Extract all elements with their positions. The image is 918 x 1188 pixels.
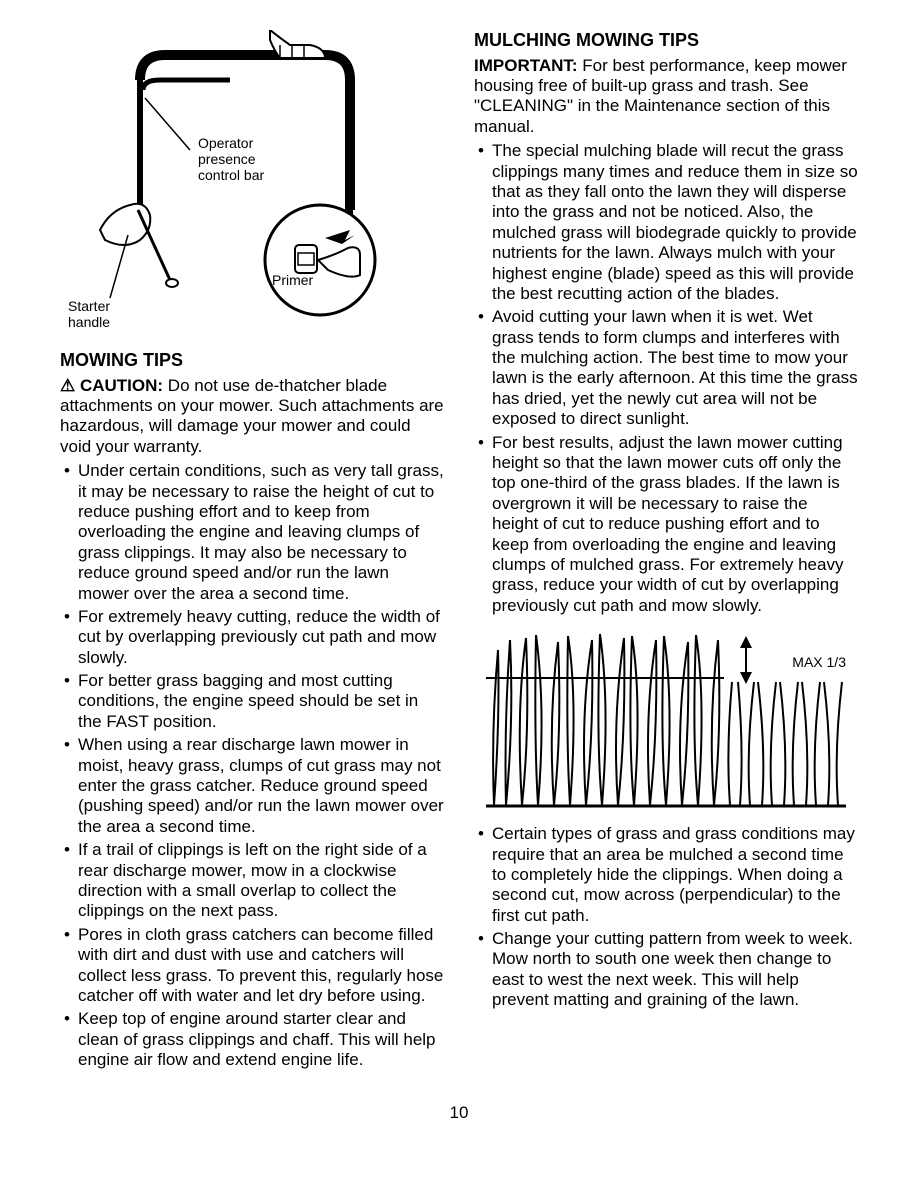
list-item: For better grass bagging and most cuttin… — [60, 671, 444, 732]
mowing-tips-list: Under certain conditions, such as very t… — [60, 461, 444, 1070]
important-label: IMPORTANT: — [474, 56, 578, 75]
list-item: Avoid cutting your lawn when it is wet. … — [474, 307, 858, 429]
important-paragraph: IMPORTANT: For best performance, keep mo… — [474, 56, 858, 138]
handle-diagram: Operator presence control bar Primer Sta… — [80, 30, 400, 330]
grass-diagram: MAX 1/3 — [474, 630, 858, 810]
page-number: 10 — [60, 1103, 858, 1123]
list-item: The special mulching blade will recut th… — [474, 141, 858, 304]
caution-label: ⚠ CAUTION: — [60, 376, 163, 395]
list-item: Under certain conditions, such as very t… — [60, 461, 444, 604]
list-item: Certain types of grass and grass conditi… — [474, 824, 858, 926]
mowing-tips-heading: MOWING TIPS — [60, 350, 444, 372]
mulching-tips-top-list: The special mulching blade will recut th… — [474, 141, 858, 616]
list-item: When using a rear discharge lawn mower i… — [60, 735, 444, 837]
primer-label: Primer — [272, 272, 313, 288]
list-item: For best results, adjust the lawn mower … — [474, 433, 858, 617]
starter-label: Starter handle — [68, 298, 110, 330]
mulching-tips-bottom-list: Certain types of grass and grass conditi… — [474, 824, 858, 1011]
right-column: MULCHING MOWING TIPS IMPORTANT: For best… — [474, 30, 858, 1073]
list-item: If a trail of clippings is left on the r… — [60, 840, 444, 922]
max-one-third-label: MAX 1/3 — [792, 654, 846, 671]
left-column: Operator presence control bar Primer Sta… — [60, 30, 444, 1073]
list-item: Pores in cloth grass catchers can become… — [60, 925, 444, 1007]
list-item: Keep top of engine around starter clear … — [60, 1009, 444, 1070]
caution-paragraph: ⚠ CAUTION: Do not use de-thatcher blade … — [60, 376, 444, 458]
list-item: For extremely heavy cutting, reduce the … — [60, 607, 444, 668]
operator-label: Operator presence control bar — [198, 135, 264, 183]
mulching-tips-heading: MULCHING MOWING TIPS — [474, 30, 858, 52]
list-item: Change your cutting pattern from week to… — [474, 929, 858, 1011]
page-content: Operator presence control bar Primer Sta… — [60, 30, 858, 1073]
